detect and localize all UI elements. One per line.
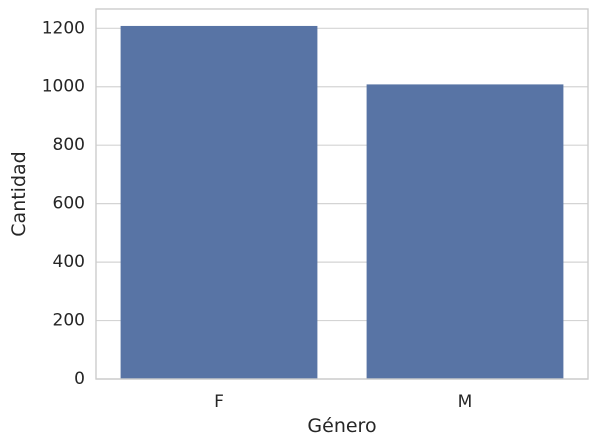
y-axis-label: Cantidad [8,151,30,236]
plot-frame [95,8,589,380]
y-tick-label: 600 [53,194,85,214]
y-tick-label: 200 [53,311,85,331]
y-tick-label: 1200 [42,18,85,38]
y-tick-label: 400 [53,252,85,272]
y-tick-label: 0 [74,369,85,389]
x-tick-label: M [458,392,473,412]
x-axis-label: Género [307,415,376,437]
y-tick-label: 800 [53,135,85,155]
bar-m [366,84,564,380]
y-tick-labels: 0 200 400 600 800 1000 1200 [42,18,85,389]
y-tick-label: 1000 [42,77,85,97]
bar-layer [120,25,564,380]
x-tick-label: F [214,392,224,412]
bar-f [120,25,318,380]
